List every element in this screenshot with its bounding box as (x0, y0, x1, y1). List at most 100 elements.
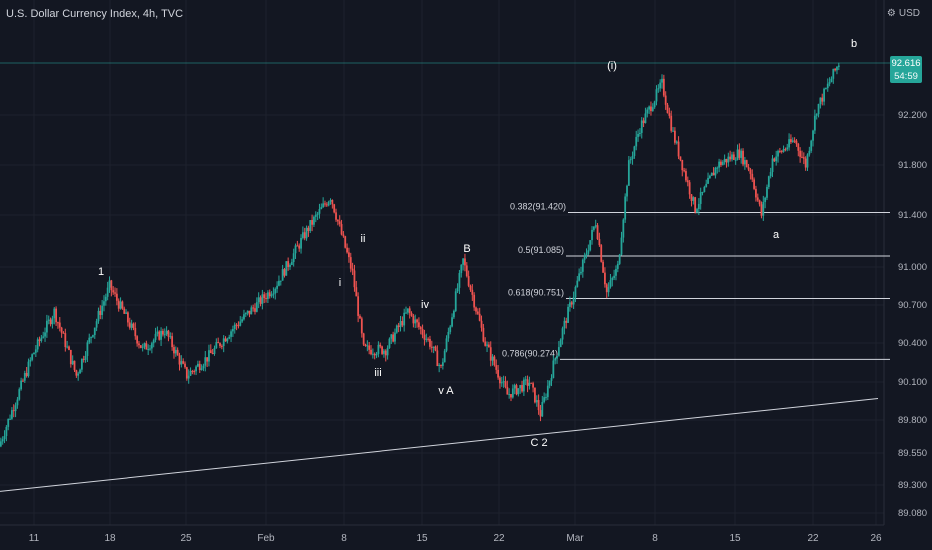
candle-body (230, 331, 232, 337)
candle-body (123, 308, 126, 314)
candle-body (694, 197, 697, 213)
candle-body (335, 212, 337, 220)
candle-body (82, 358, 85, 360)
candle-body (340, 224, 343, 235)
candle-body (745, 160, 748, 168)
candle-body (471, 289, 474, 295)
candle-body (445, 338, 448, 351)
candle-body (95, 321, 98, 328)
candle-body (742, 150, 744, 165)
candle-body (716, 167, 719, 169)
candle-body (600, 245, 603, 262)
candle-body (670, 115, 673, 131)
candle-body (314, 214, 317, 217)
candle-body (62, 332, 65, 334)
candle-body (683, 170, 686, 172)
candle-body (239, 321, 242, 326)
gear-icon[interactable]: ⚙ (886, 8, 896, 19)
candle-body (55, 308, 57, 323)
candle-body (12, 410, 15, 412)
candle-body (399, 320, 402, 328)
candle-body (311, 220, 313, 225)
candle-body (412, 315, 415, 324)
candle-body (751, 173, 754, 180)
wave-label: iii (374, 367, 381, 379)
candle-body (771, 158, 774, 173)
candle-body (580, 271, 582, 274)
candle-body (473, 294, 476, 308)
candle-body (465, 265, 468, 277)
candle-body (609, 280, 612, 288)
candle-body (756, 197, 759, 201)
candle-body (736, 149, 739, 160)
candle-body (679, 156, 682, 161)
candle-body (119, 301, 122, 309)
candle-body (128, 322, 131, 328)
candle-body (797, 143, 800, 151)
x-tick-label: 22 (493, 533, 505, 544)
candle-body (150, 343, 153, 349)
candle-body (532, 383, 534, 388)
candle-body (651, 107, 654, 112)
candle-body (491, 356, 494, 361)
candle-body (77, 373, 80, 376)
wave-label: 1 (98, 266, 104, 278)
candle-body (130, 323, 133, 328)
candle-body (224, 338, 227, 342)
candle-body (51, 318, 54, 325)
candle-body (469, 285, 472, 290)
candle-body (125, 312, 127, 314)
candle-body (99, 310, 102, 315)
candle-body (309, 220, 312, 231)
candle-body (351, 268, 354, 271)
candle-body (607, 287, 610, 293)
candle-body (666, 104, 669, 114)
candle-body (440, 365, 442, 367)
candle-body (187, 375, 190, 379)
candle-body (370, 349, 372, 355)
candle-body (162, 330, 164, 335)
candle-body (5, 426, 8, 437)
candle-body (795, 140, 798, 144)
candle-body (813, 115, 816, 131)
candle-body (624, 196, 627, 220)
candle-body (504, 381, 507, 387)
candle-body (812, 130, 814, 141)
candle-body (837, 65, 840, 67)
candle-body (828, 82, 831, 84)
candle-body (331, 199, 334, 205)
candle-body (307, 227, 310, 231)
candle-body (808, 150, 811, 155)
candle-body (690, 194, 693, 201)
candle-body (677, 141, 680, 157)
candle-body (427, 338, 430, 340)
x-tick-label: 8 (341, 533, 347, 544)
candle-body (453, 310, 455, 318)
candle-body (276, 285, 278, 289)
candle-body (373, 353, 376, 356)
candle-body (627, 160, 630, 186)
candle-body (825, 88, 827, 90)
candle-body (546, 385, 549, 398)
candle-body (114, 292, 116, 294)
candle-body (696, 209, 698, 213)
candle-body (58, 322, 61, 328)
candle-body (246, 310, 249, 313)
candle-body (537, 400, 540, 411)
wave-label: i (339, 277, 341, 289)
candle-body (475, 307, 477, 312)
candle-body (33, 352, 35, 355)
candle-body (449, 326, 452, 332)
candle-body (69, 349, 72, 365)
bar-countdown: 54:59 (894, 71, 918, 82)
candle-body (3, 436, 6, 440)
candle-body (383, 350, 385, 354)
candle-body (556, 355, 558, 359)
candle-body (226, 338, 229, 342)
candle-body (762, 202, 765, 216)
candle-body (572, 297, 575, 305)
candle-body (390, 334, 393, 339)
candle-body (714, 167, 717, 176)
candle-body (723, 158, 726, 163)
